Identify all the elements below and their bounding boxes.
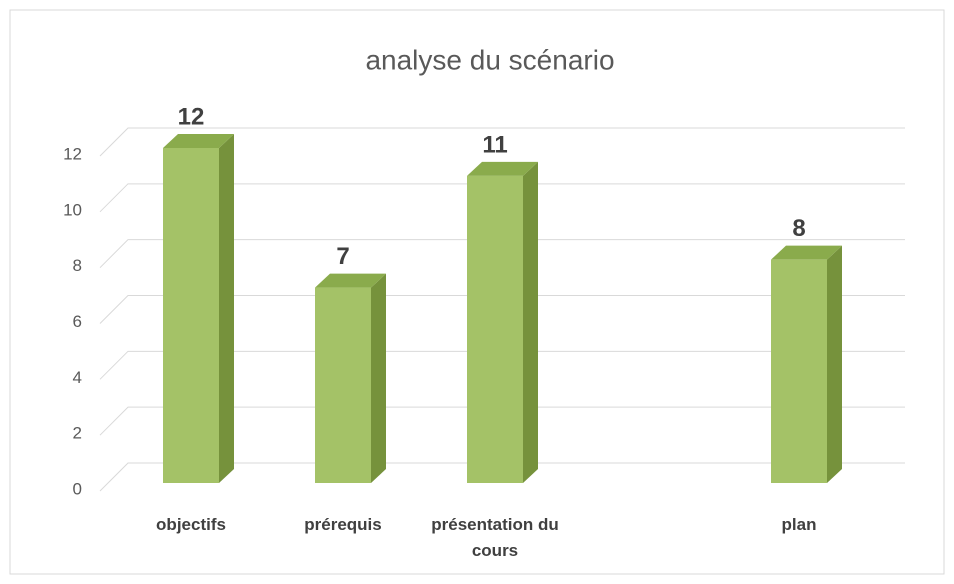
y-tick-label: 12 <box>63 144 82 163</box>
data-label: 8 <box>792 215 805 242</box>
y-tick-label: 0 <box>73 479 82 498</box>
bar-side <box>219 134 234 483</box>
x-tick-label: prérequis <box>268 512 418 538</box>
y-tick-label: 10 <box>63 200 82 219</box>
y-tick-label: 6 <box>73 312 82 331</box>
bar <box>771 246 842 483</box>
bar-front <box>163 148 219 483</box>
data-label: 12 <box>178 103 205 130</box>
chart: analyse du scénario 0 2 4 6 8 10 12 12 7 11 8 <box>0 0 954 584</box>
bar-side <box>827 246 842 483</box>
y-tick-label: 4 <box>73 368 82 387</box>
x-tick-label: objectifs <box>116 512 266 538</box>
chart-title: analyse du scénario <box>365 44 614 75</box>
y-tick-label: 2 <box>73 424 82 443</box>
x-tick-label: plan <box>724 512 874 538</box>
bar <box>467 162 538 483</box>
bar <box>315 274 386 483</box>
x-tick-label: présentation du cours <box>420 512 570 564</box>
data-label: 11 <box>482 131 507 158</box>
bar-side <box>523 162 538 483</box>
data-label: 7 <box>336 243 349 270</box>
bar-side <box>371 274 386 483</box>
y-tick-label: 8 <box>73 256 82 275</box>
bar-front <box>467 176 523 483</box>
bar <box>163 134 234 483</box>
bar-front <box>315 288 371 483</box>
bar-front <box>771 260 827 483</box>
chart-area: analyse du scénario 0 2 4 6 8 10 12 12 7 11 8 obje… <box>0 0 954 584</box>
